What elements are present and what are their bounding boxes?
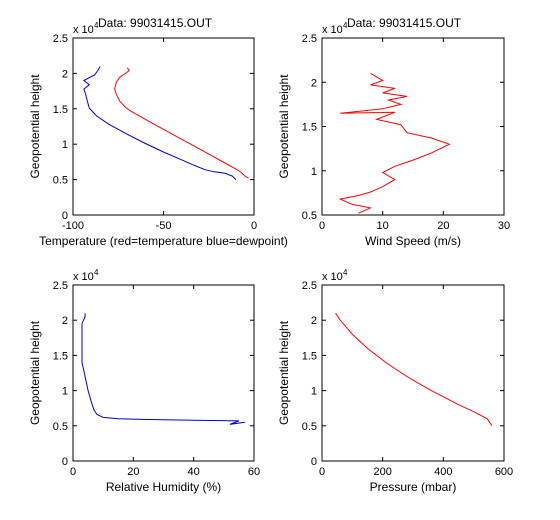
y-tick-label: 1: [62, 386, 68, 398]
plot-frame: [321, 284, 505, 462]
y-tick-label: 1.5: [302, 122, 317, 134]
chart-panel-4: 0 200 400 600 0 0.5 1 1.5 2 2.5 x 10 4 Pressure (mba…: [277, 268, 513, 494]
x-tick-label: -100: [62, 220, 84, 232]
y-tick-label: 0: [311, 456, 317, 468]
y-exponent-power: 4: [343, 21, 348, 30]
y-tick-label: 1.5: [53, 104, 68, 116]
x-tick-label: 20: [437, 220, 449, 232]
x-tick-label: 0: [319, 220, 325, 232]
plot-frame: [72, 284, 255, 462]
y-tick-label: 2: [62, 68, 68, 80]
chart-title: Data: 99031415.OUT: [347, 16, 462, 30]
y-exponent-label: x 10: [73, 24, 94, 36]
y-tick-label: 1.5: [302, 350, 317, 362]
y-tick-label: 2.5: [53, 33, 68, 45]
y-exponent-power: 4: [94, 21, 99, 30]
y-axis-label: Geopotential height: [28, 320, 42, 425]
series-line-2: [82, 66, 237, 180]
y-exponent-label: x 10: [322, 24, 343, 36]
y-exponent-label: x 10: [322, 271, 343, 283]
y-tick-label: 1: [62, 139, 68, 151]
y-axis-label: Geopotential height: [277, 320, 291, 425]
y-tick-label: 0.5: [302, 421, 317, 433]
plot-frame: [321, 37, 505, 216]
x-tick-label: 20: [127, 466, 139, 478]
plot-frame: [72, 37, 255, 216]
y-tick-label: 2: [311, 315, 317, 327]
x-axis-label: Wind Speed (m/s): [365, 234, 461, 248]
x-tick-label: 600: [495, 466, 513, 478]
y-exponent-power: 4: [343, 268, 348, 277]
y-tick-label: 2: [62, 315, 68, 327]
x-tick-label: 40: [188, 466, 200, 478]
y-tick-label: 0.5: [53, 175, 68, 187]
x-tick-label: 200: [373, 466, 391, 478]
chart-title: Data: 99031415.OUT: [98, 16, 213, 30]
y-tick-label: 2.5: [302, 33, 317, 45]
y-exponent-label: x 10: [73, 271, 94, 283]
x-tick-label: -50: [156, 220, 172, 232]
x-tick-label: 60: [248, 466, 260, 478]
x-tick-label: 0: [319, 466, 325, 478]
x-tick-label: 0: [251, 220, 257, 232]
x-tick-label: 10: [377, 220, 389, 232]
y-axis-label: Geopotential height: [277, 74, 291, 179]
series-line-1: [338, 72, 451, 214]
series-line-1: [114, 67, 249, 179]
chart-panel-1: -100 -50 0 0 0.5 1 1.5 2 2.5 x 10 4 Data: 99031415.…: [28, 16, 288, 248]
y-tick-label: 0.5: [53, 421, 68, 433]
x-tick-label: 30: [498, 220, 510, 232]
y-tick-label: 1: [311, 386, 317, 398]
x-axis-label: Relative Humidity (%): [106, 480, 221, 494]
y-exponent-power: 4: [94, 268, 99, 277]
y-tick-label: 1.5: [53, 350, 68, 362]
x-axis-label: Pressure (mbar): [370, 480, 457, 494]
x-tick-label: 400: [434, 466, 452, 478]
chart-panel-2: 0 10 20 30 0.5 1 1.5 2 2.5 x 10 4 Data: 99031415.OU…: [277, 16, 510, 248]
series-line-1: [81, 313, 245, 425]
x-axis-label: Temperature (red=temperature blue=dewpoi…: [39, 234, 288, 248]
y-axis-label: Geopotential height: [28, 74, 42, 179]
y-tick-label: 2.5: [53, 280, 68, 292]
chart-panel-3: 0 20 40 60 0 0.5 1 1.5 2 2.5 x 10 4 Relative Humidit…: [28, 268, 260, 494]
y-tick-label: 0: [62, 456, 68, 468]
y-tick-label: 0: [62, 210, 68, 222]
y-tick-label: 0.5: [302, 210, 317, 222]
y-tick-label: 2: [311, 77, 317, 89]
x-tick-label: 0: [70, 466, 76, 478]
y-tick-label: 2.5: [302, 280, 317, 292]
y-tick-label: 1: [311, 166, 317, 178]
series-line-1: [335, 312, 493, 427]
